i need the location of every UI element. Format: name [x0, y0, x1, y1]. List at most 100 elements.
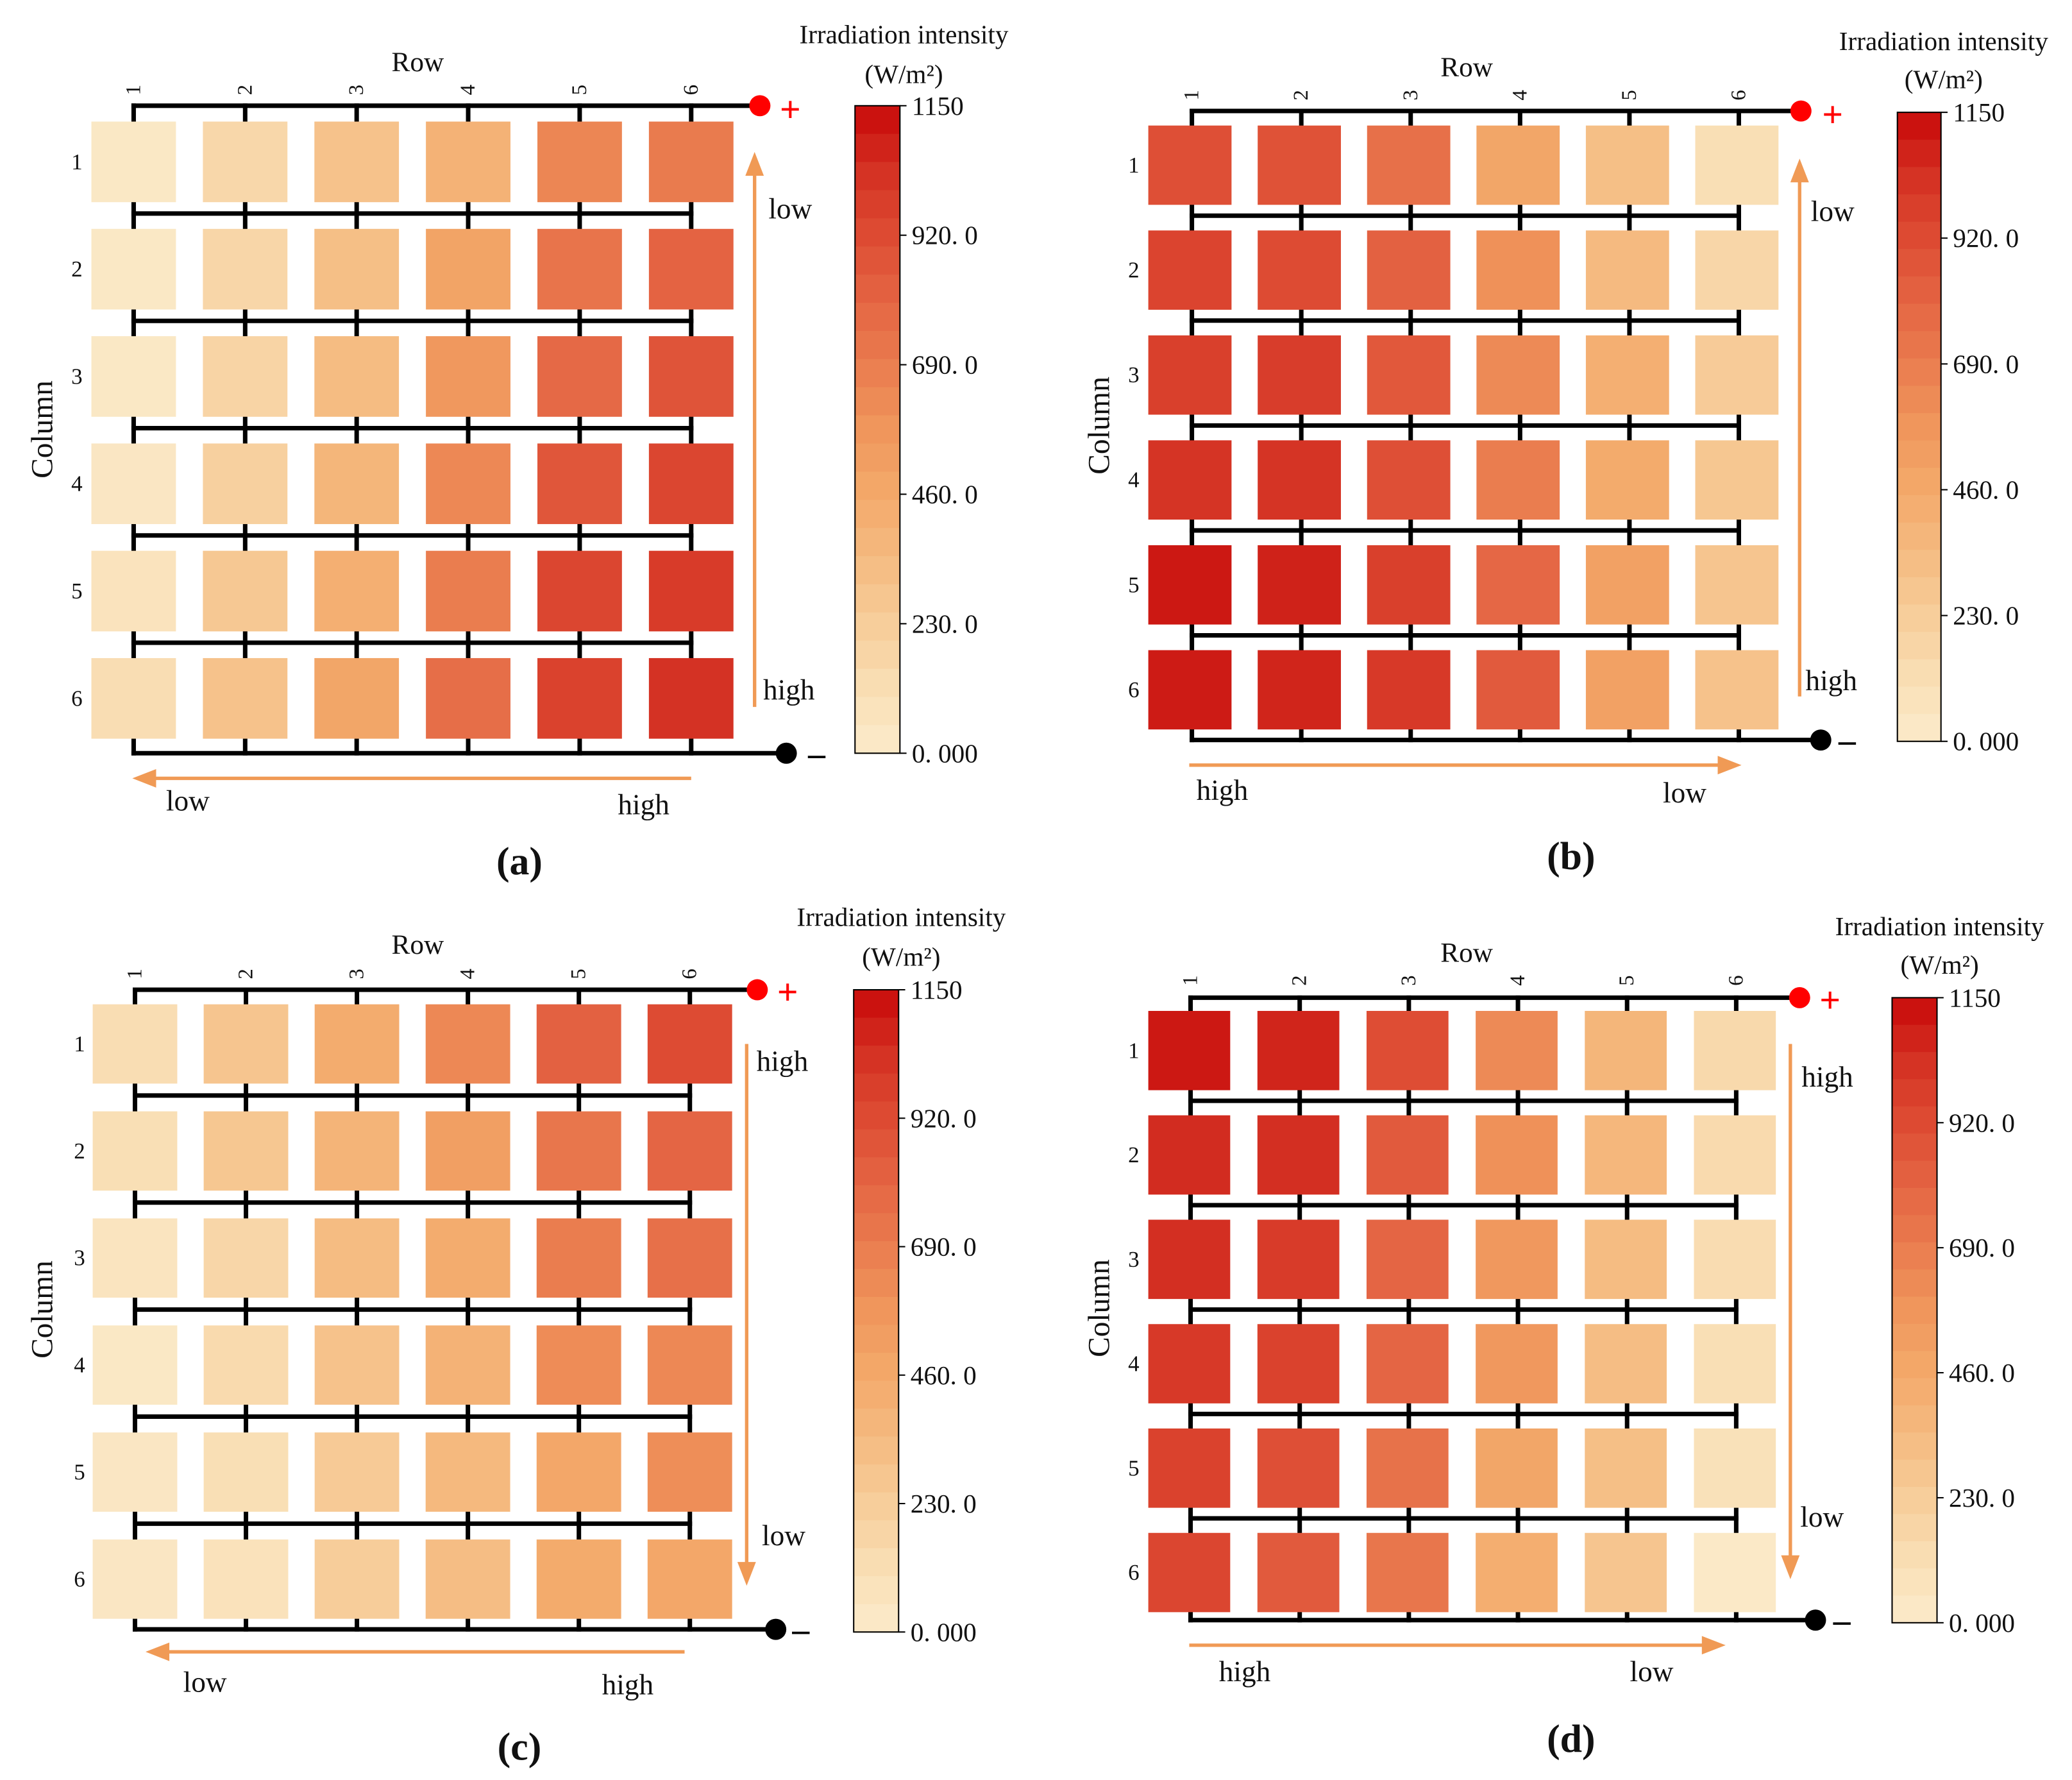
heatmap-cell: [1476, 125, 1560, 205]
colorbar-band: [855, 556, 900, 586]
colorbar-band: [1897, 659, 1941, 688]
heatmap-cell: [203, 443, 288, 525]
colorbar-band: [855, 105, 900, 135]
column-tick-label: 3: [71, 364, 83, 389]
heatmap-cell: [1585, 1115, 1667, 1195]
row-tick-label: 2: [233, 85, 257, 95]
heatmap-cell: [1366, 1115, 1449, 1195]
positive-terminal-sign: +: [780, 89, 801, 130]
heatmap-cell: [537, 657, 622, 739]
column-tick-label: 2: [71, 257, 83, 282]
trend-arrow-head: [1701, 1636, 1726, 1655]
colorbar-unit: (W/m²): [864, 59, 943, 89]
heatmap-cell: [92, 1004, 178, 1084]
colorbar-band: [1897, 550, 1941, 579]
heatmap-cell: [1148, 1428, 1231, 1508]
positive-terminal-dot: [1790, 100, 1812, 122]
heatmap-cell: [203, 1539, 289, 1619]
column-tick-label: 3: [1128, 362, 1140, 387]
heatmap-cell: [1585, 335, 1669, 415]
colorbar-tick-label: 1150: [911, 975, 963, 1004]
heatmap-cell: [1148, 230, 1232, 310]
column-tick-label: 5: [1128, 572, 1140, 597]
panel-label: (b): [1547, 835, 1596, 878]
heatmap-cell: [314, 1004, 400, 1084]
heatmap-cell: [1366, 1428, 1449, 1508]
trend-label-top: low: [1811, 196, 1855, 228]
positive-terminal-dot: [746, 979, 768, 1001]
heatmap-cell: [1148, 1011, 1231, 1090]
colorbar-band: [855, 133, 900, 163]
negative-terminal-sign: –: [791, 1610, 810, 1649]
heatmap-cell: [91, 336, 176, 417]
positive-terminal-dot: [749, 95, 771, 117]
row-tick-label: 6: [1724, 975, 1748, 985]
heatmap-cell: [648, 336, 734, 417]
heatmap-cell: [92, 1218, 178, 1298]
colorbar-band: [854, 1464, 899, 1493]
heatmap-cell: [1148, 125, 1232, 205]
colorbar-band: [855, 443, 900, 473]
heatmap-cell: [1694, 1219, 1776, 1300]
heatmap-cell: [1258, 125, 1341, 205]
colorbar-band: [1892, 1459, 1937, 1488]
colorbar-tick-label: 460. 0: [912, 479, 978, 509]
colorbar-band: [1897, 386, 1941, 414]
trend-arrow-head: [737, 1562, 756, 1586]
heatmap-cell: [1148, 440, 1232, 520]
heatmap-cell: [1695, 440, 1779, 520]
colorbar-tick-label: 920. 0: [912, 221, 978, 250]
row-tick-label: 5: [1615, 975, 1638, 985]
colorbar-tick-label: 1150: [912, 91, 964, 121]
colorbar-band: [854, 1409, 899, 1437]
column-tick-label: 6: [74, 1566, 85, 1591]
colorbar-tick-label: 230. 0: [1949, 1483, 2015, 1513]
colorbar-band: [1897, 221, 1941, 250]
row-tick-label: 5: [568, 85, 591, 95]
colorbar-band: [855, 612, 900, 641]
heatmap-cell: [536, 1218, 621, 1298]
heatmap-cells: [92, 1004, 732, 1619]
colorbar-band: [1897, 112, 1941, 140]
heatmap-cell: [203, 1111, 289, 1191]
row-tick-label: 2: [1290, 90, 1313, 100]
row-tick-label: 6: [678, 969, 702, 979]
colorbar-band: [854, 1548, 899, 1577]
colorbar-band: [855, 528, 900, 557]
heatmap-cell: [1258, 335, 1341, 415]
heatmap-cell: [1148, 1115, 1231, 1195]
heatmap-cell: [426, 228, 510, 310]
colorbar-band: [855, 162, 900, 191]
heatmap-cell: [1257, 1324, 1340, 1403]
colorbar-band: [1897, 139, 1941, 168]
colorbar-band: [855, 471, 900, 501]
row-axis-title: Row: [391, 929, 444, 960]
heatmap-cell: [203, 1432, 289, 1512]
colorbar-band: [1897, 413, 1941, 441]
heatmap-cell: [92, 1325, 178, 1405]
colorbar-tick-label: 230. 0: [912, 609, 978, 638]
column-tick-label: 3: [1128, 1247, 1140, 1272]
colorbar-band: [854, 1017, 899, 1047]
heatmap-cell: [426, 443, 510, 525]
trend-label-bottom: high: [1805, 665, 1857, 697]
colorbar-frame: [853, 989, 900, 1633]
heatmap-cell: [537, 443, 622, 525]
row-axis-title: Row: [1440, 52, 1493, 83]
colorbar-band: [1897, 686, 1941, 715]
row-tick-label: 3: [1397, 975, 1420, 985]
row-axis-title: Row: [391, 47, 444, 78]
column-axis-title: Column: [1082, 1259, 1116, 1357]
heatmap-cell: [1694, 1532, 1776, 1613]
heatmap-cell: [1257, 1115, 1340, 1195]
colorbar-band: [855, 303, 900, 332]
heatmap-cell: [203, 1325, 289, 1405]
colorbar-band: [1892, 1215, 1937, 1243]
colorbar-band: [854, 1520, 899, 1549]
heatmap-cell: [1367, 440, 1451, 520]
heatmap-cell: [647, 1539, 732, 1619]
heatmap-cell: [536, 1539, 621, 1619]
heatmap-cell: [648, 228, 734, 310]
positive-terminal-dot: [1789, 987, 1810, 1008]
heatmap-cell: [1585, 650, 1669, 730]
